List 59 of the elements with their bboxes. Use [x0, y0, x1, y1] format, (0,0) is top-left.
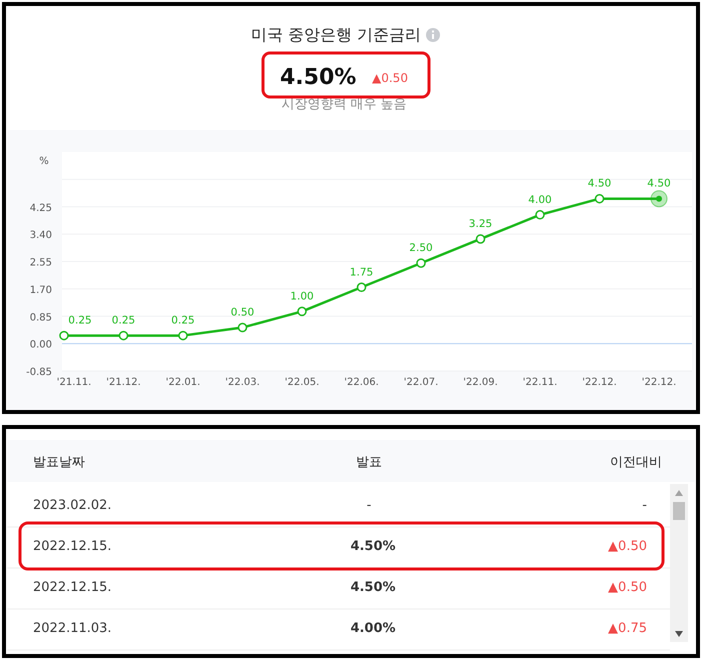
text: 2022.12.15.: [33, 580, 112, 595]
x-tick-label: '22.12.: [582, 377, 617, 388]
category-label: 이전대비: [610, 455, 662, 470]
text: ▲0.50: [608, 580, 647, 595]
x-tick-label: '22.11.: [522, 377, 558, 388]
x-tick-label: '22.03.: [225, 377, 260, 388]
point: [238, 322, 248, 332]
point: [594, 194, 604, 204]
y-tick-label: 1.70: [30, 284, 52, 296]
x-tick-label: '21.11.: [56, 377, 92, 388]
text: -: [642, 498, 647, 513]
point: [416, 258, 426, 268]
text: 시장영향력 매우 높음: [281, 97, 407, 112]
x-tick-label: '21.12.: [106, 377, 141, 388]
category-label: 발표날짜: [33, 455, 85, 470]
text: ▲0.50: [608, 539, 647, 554]
point: [118, 330, 128, 340]
x-tick-label: '22.07.: [404, 377, 438, 388]
point: [476, 234, 486, 244]
data-label: 1.00: [290, 290, 314, 302]
text: 4.50%: [350, 580, 396, 595]
y-tick-label: 0.00: [30, 340, 52, 351]
text: 2023.02.02.: [33, 498, 112, 513]
y-tick-label: 3.40: [30, 230, 52, 242]
y-tick-label: 0.85: [30, 312, 52, 324]
text: ▲0.75: [608, 621, 647, 636]
point: [535, 210, 545, 220]
y-tick-label: 4.25: [30, 202, 52, 214]
x-tick-label: '22.12.: [642, 377, 676, 388]
point: [59, 330, 69, 340]
text: 2022.12.15.: [33, 539, 112, 554]
data-label: 4.00: [528, 194, 552, 206]
x-tick-label: '22.06.: [344, 377, 379, 388]
data-label: 0.25: [68, 314, 92, 327]
chart-subtitle: 4.50%: [280, 65, 356, 90]
x-tick-label: '22.05.: [284, 377, 320, 388]
chart-title: 미국 중앙은행 기준금리: [250, 25, 422, 44]
data-label: 4.50: [588, 178, 612, 190]
data-label: 2.50: [409, 242, 433, 254]
data-label: 1.75: [350, 266, 374, 278]
text: 2022.11.03.: [33, 621, 112, 636]
category-label: 발표: [356, 455, 382, 470]
point: [178, 330, 188, 340]
text: -: [366, 498, 372, 513]
y-axis-title: %: [39, 156, 49, 167]
text: 4.50%: [350, 539, 396, 554]
y-tick-label: -0.85: [26, 367, 52, 378]
x-tick-label: '22.09.: [463, 377, 498, 388]
x-tick-label: '22.01.: [166, 377, 200, 388]
data-label: 4.50: [647, 178, 671, 190]
text: ▲0.50: [372, 71, 408, 85]
text: 4.00%: [350, 621, 396, 636]
data-label: 0.50: [230, 306, 254, 319]
data-label: 0.25: [171, 314, 195, 327]
point: [356, 282, 366, 292]
data-label: 3.25: [468, 218, 492, 230]
y-tick-label: 2.55: [30, 258, 52, 268]
data-label: 0.25: [112, 314, 136, 327]
point: [297, 306, 307, 316]
